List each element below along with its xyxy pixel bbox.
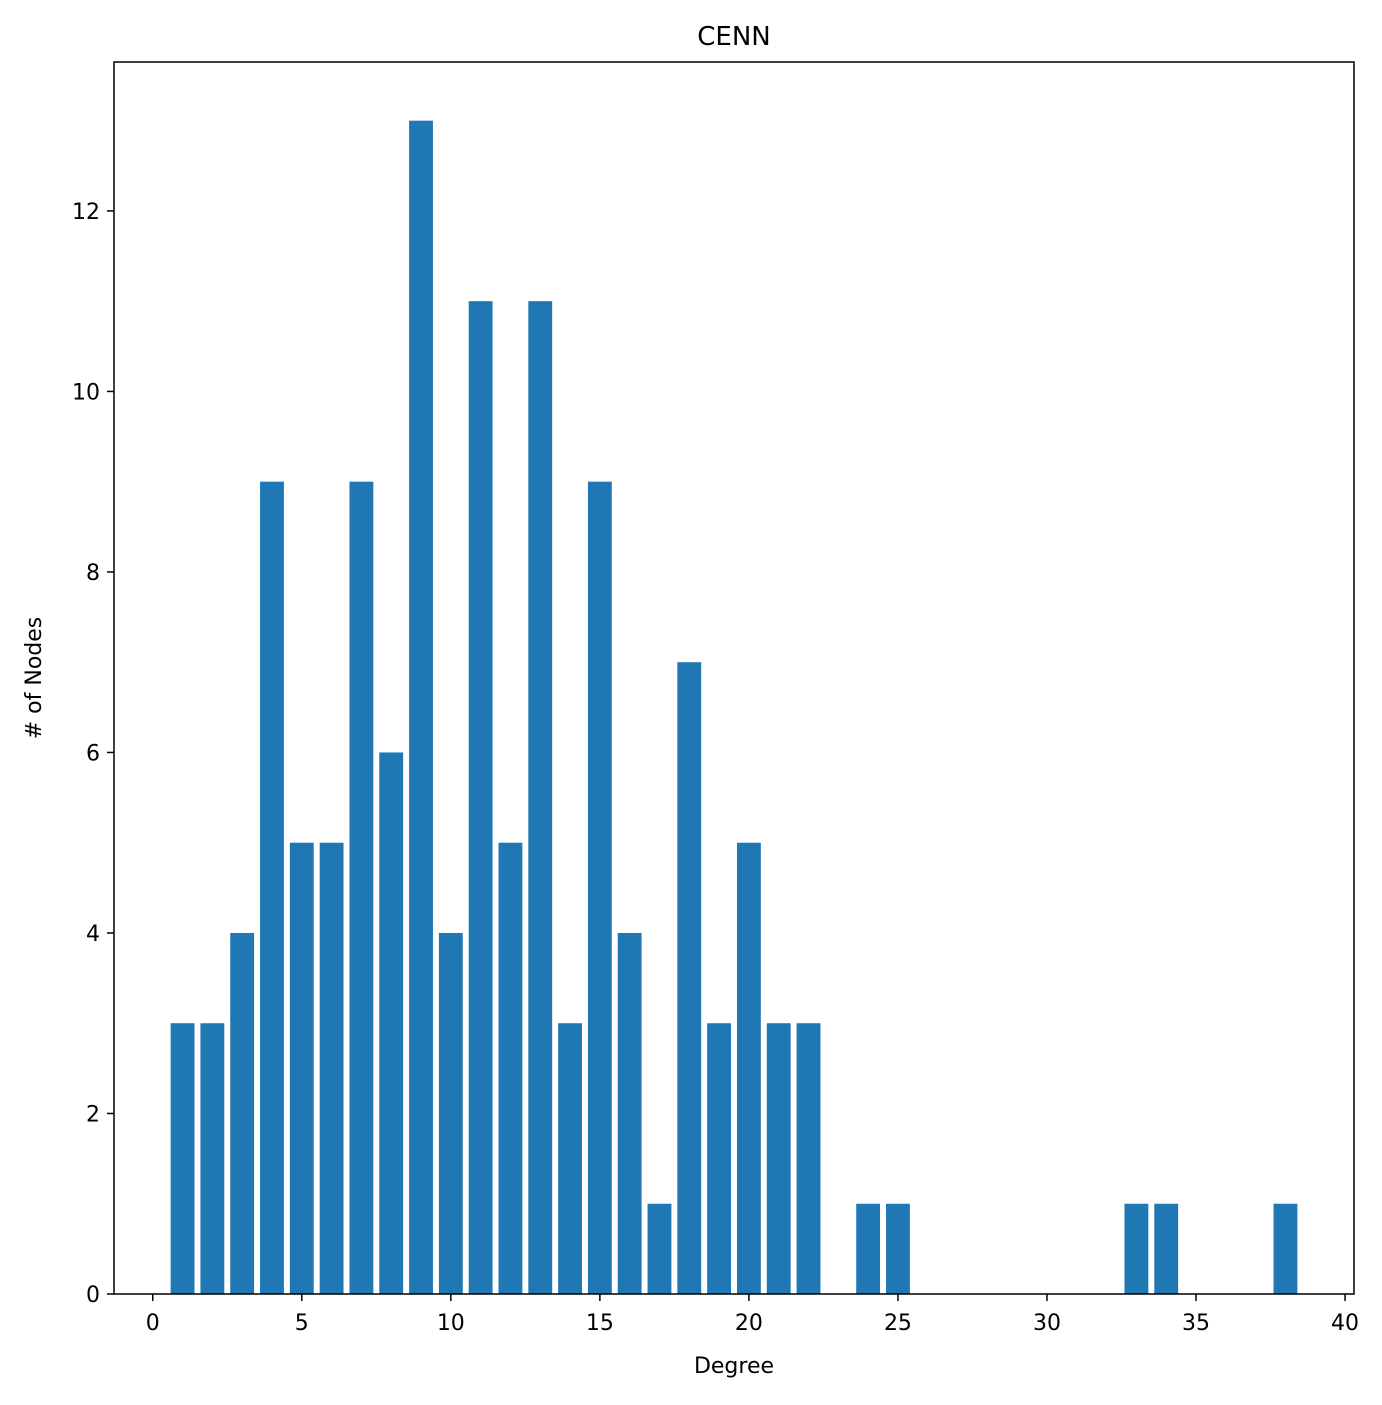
bar-degree-9 xyxy=(409,120,433,1295)
x-tick-label: 10 xyxy=(437,1311,465,1336)
x-tick-label: 5 xyxy=(295,1311,309,1336)
bar-degree-7 xyxy=(349,481,374,1294)
y-tick-label: 12 xyxy=(72,200,100,225)
x-tick-label: 30 xyxy=(1033,1311,1061,1336)
x-tick-label: 0 xyxy=(146,1311,160,1336)
bar-degree-24 xyxy=(856,1203,881,1294)
y-tick-label: 10 xyxy=(72,380,100,405)
bar-degree-15 xyxy=(587,481,612,1294)
x-tick-label: 15 xyxy=(586,1311,614,1336)
x-tick-label: 35 xyxy=(1182,1311,1210,1336)
chart-title: CENN xyxy=(697,22,770,52)
plot-frame xyxy=(113,61,1355,1295)
x-tick-label: 40 xyxy=(1331,1311,1359,1336)
y-tick-label: 0 xyxy=(86,1283,100,1308)
bar-degree-19 xyxy=(707,1023,732,1294)
bar-degree-25 xyxy=(886,1203,910,1294)
bar-degree-22 xyxy=(796,1023,821,1294)
y-tick-label: 8 xyxy=(86,561,100,586)
bar-degree-38 xyxy=(1273,1203,1298,1294)
bar-degree-6 xyxy=(319,842,344,1294)
bars-layer xyxy=(170,120,1298,1295)
bar-degree-10 xyxy=(438,932,463,1294)
bar-degree-12 xyxy=(498,842,523,1294)
bar-degree-20 xyxy=(736,842,761,1294)
y-axis-label: # of Nodes xyxy=(22,617,47,740)
bar-degree-3 xyxy=(230,932,255,1294)
bar-degree-4 xyxy=(260,481,284,1294)
bar-degree-17 xyxy=(647,1203,672,1294)
bar-degree-33 xyxy=(1124,1203,1149,1294)
y-tick-label: 6 xyxy=(86,741,100,766)
bar-degree-11 xyxy=(468,301,493,1295)
bar-degree-16 xyxy=(617,932,642,1294)
x-axis-label: Degree xyxy=(694,1354,774,1379)
bar-degree-18 xyxy=(677,662,702,1294)
bar-degree-34 xyxy=(1154,1203,1179,1294)
bar-degree-5 xyxy=(289,842,314,1294)
bar-degree-2 xyxy=(200,1023,225,1294)
ticks-layer: 0 5 10 15 20 25 30 35 40 0 2 4 6 8 10 12 xyxy=(72,200,1359,1336)
y-tick-label: 2 xyxy=(86,1102,100,1127)
y-tick-label: 4 xyxy=(86,922,100,947)
bar-degree-14 xyxy=(558,1023,582,1294)
bar-degree-1 xyxy=(170,1023,195,1294)
bar-degree-21 xyxy=(766,1023,791,1294)
bar-degree-13 xyxy=(528,301,553,1295)
x-tick-label: 20 xyxy=(735,1311,763,1336)
x-tick-label: 25 xyxy=(884,1311,912,1336)
bar-degree-8 xyxy=(379,752,404,1294)
